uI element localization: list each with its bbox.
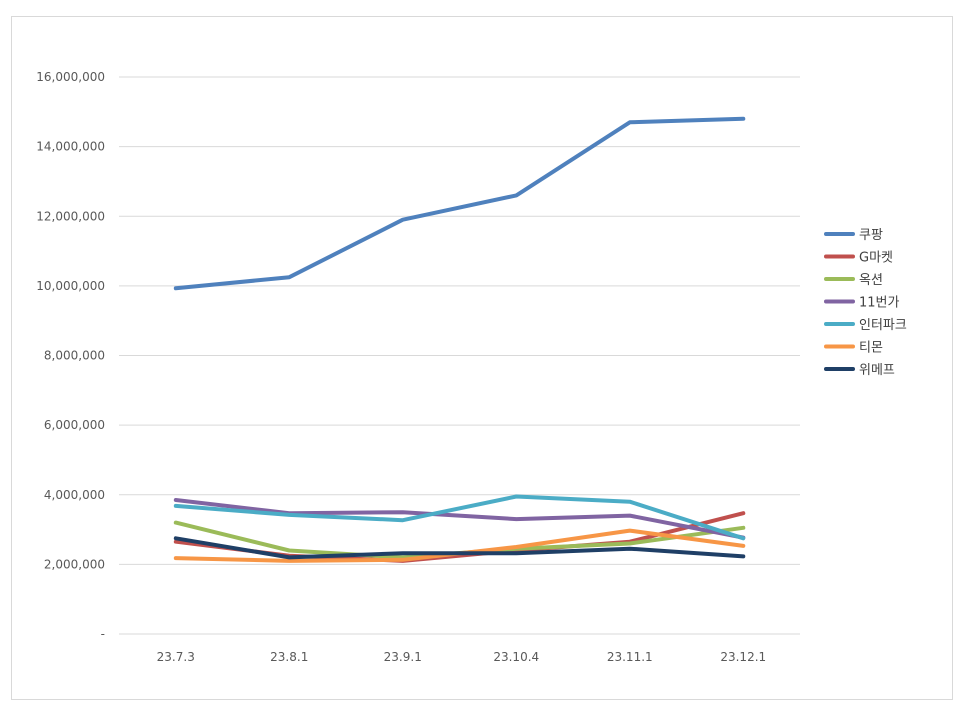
y-axis-labels: - 2,000,000 4,000,000 6,000,000 8,000,000 10,… [36, 70, 105, 641]
legend-label: G마켓 [859, 251, 893, 266]
y-tick-label: - [101, 627, 105, 641]
series-lines [173, 116, 746, 563]
gridlines [119, 76, 800, 635]
legend-label: 쿠팡 [859, 228, 883, 243]
x-tick-label: 23.12.1 [720, 650, 766, 664]
legend-label: 티몬 [859, 341, 883, 356]
series-line [173, 494, 746, 541]
legend-label: 인터파크 [859, 318, 907, 333]
x-tick-label: 23.7.3 [157, 650, 195, 664]
legend-label: 11번가 [859, 296, 900, 311]
series-line [173, 536, 746, 560]
y-tick-label: 12,000,000 [36, 209, 105, 223]
x-tick-label: 23.10.4 [493, 650, 539, 664]
legend-label: 위메프 [859, 363, 895, 378]
x-tick-label: 23.9.1 [384, 650, 422, 664]
y-tick-label: 8,000,000 [44, 349, 105, 363]
x-tick-label: 23.8.1 [270, 650, 308, 664]
x-tick-label: 23.11.1 [607, 650, 653, 664]
chart-frame [11, 16, 953, 700]
y-tick-label: 4,000,000 [44, 488, 105, 502]
legend-label: 옥션 [859, 273, 883, 288]
y-tick-label: 16,000,000 [36, 70, 105, 84]
y-tick-label: 2,000,000 [44, 557, 105, 571]
y-tick-label: 14,000,000 [36, 140, 105, 154]
x-axis-labels: 23.7.3 23.8.1 23.9.1 23.10.4 23.11.1 23.12.1 [157, 650, 766, 664]
y-tick-label: 6,000,000 [44, 418, 105, 432]
series-line [173, 498, 746, 540]
y-tick-label: 10,000,000 [36, 279, 105, 293]
series-line [173, 116, 746, 291]
